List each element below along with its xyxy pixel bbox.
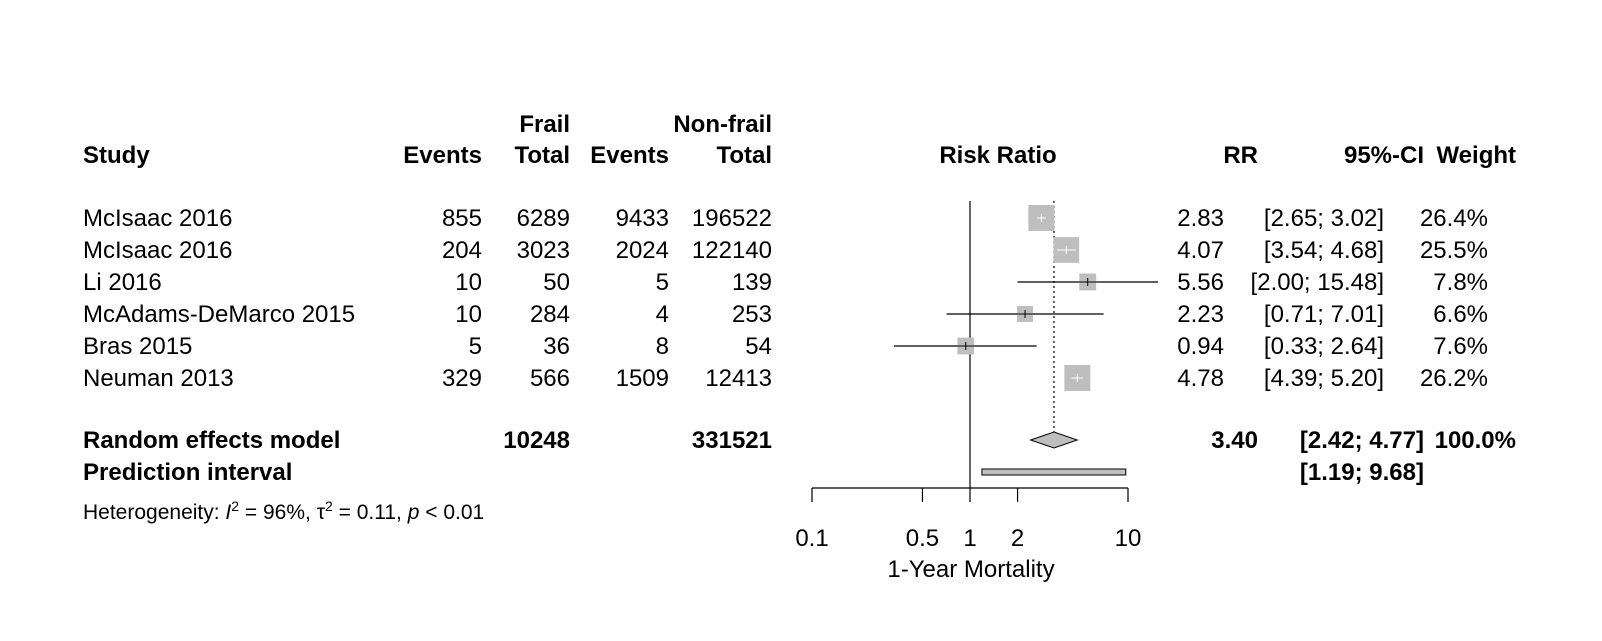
study-rr: 2.83 [1177,205,1224,232]
nonfrail-total: 139 [731,269,772,296]
study-weight: 25.5% [1419,237,1488,264]
frail-events: 204 [441,237,482,264]
pooled-diamond [1029,431,1079,449]
header-study: Study [83,142,150,169]
nonfrail-total: 122140 [691,237,772,264]
nonfrail-events: 9433 [615,205,669,232]
header-events-nonfrail: Events [590,142,669,169]
frail-total: 3023 [516,237,570,264]
study-weight: 26.4% [1419,205,1488,232]
frail-total: 284 [529,301,570,328]
heterogeneity-text: Heterogeneity: I2 = 96%, τ2 = 0.11, p < … [83,498,485,524]
study-ci: [2.00; 15.48] [1250,269,1384,296]
nonfrail-total: 196522 [691,205,772,232]
study-name: Li 2016 [83,269,162,296]
x-tick-label: 0.1 [795,525,828,552]
study-ci: [2.65; 3.02] [1263,205,1384,232]
study-name: McIsaac 2016 [83,237,233,264]
header-ci: 95%-CI [1343,142,1424,169]
header-events-frail: Events [403,142,482,169]
study-weight: 7.8% [1433,269,1488,296]
nonfrail-total: 253 [731,301,772,328]
prediction-interval-bar [981,468,1127,476]
study-name: McAdams-DeMarco 2015 [83,301,356,328]
pooled-weight: 100.0% [1434,427,1516,454]
frail-total: 566 [529,365,570,392]
pooled-ci: [2.42; 4.77] [1299,427,1424,454]
x-tick-label: 2 [1011,525,1024,552]
pooled-label: Random effects model [83,427,341,454]
pooled-rr: 3.40 [1211,427,1258,454]
study-name: Bras 2015 [83,333,193,360]
study-weight: 7.6% [1433,333,1488,360]
study-rr: 4.07 [1177,237,1224,264]
x-tick-label: 10 [1115,525,1142,552]
frail-events: 10 [455,269,482,296]
frail-events: 855 [441,205,482,232]
study-name: McIsaac 2016 [83,205,233,232]
study-ci: [4.39; 5.20] [1263,365,1384,392]
header-weight: Weight [1436,142,1516,169]
header-rr: RR [1223,142,1258,169]
nonfrail-events: 5 [655,269,669,296]
header-total-frail: Total [514,142,570,169]
frail-total: 50 [543,269,570,296]
frail-events: 10 [455,301,482,328]
x-tick-label: 1 [963,525,976,552]
study-weight: 6.6% [1433,301,1488,328]
prediction-label: Prediction interval [83,459,293,486]
nonfrail-events: 8 [655,333,669,360]
pooled-total-nonfrail: 331521 [691,427,772,454]
study-rr: 4.78 [1177,365,1224,392]
header-risk-ratio: Risk Ratio [939,142,1057,169]
header-non-frail: Non-frail [673,111,772,138]
study-ci: [0.33; 2.64] [1263,333,1384,360]
study-ci: [3.54; 4.68] [1263,237,1384,264]
study-rr: 0.94 [1177,333,1224,360]
x-tick-label: 0.5 [906,525,939,552]
frail-total: 36 [543,333,570,360]
nonfrail-events: 4 [655,301,669,328]
header-frail: Frail [519,111,570,138]
study-ci: [0.71; 7.01] [1263,301,1384,328]
x-axis-label: 1-Year Mortality [887,556,1055,583]
prediction-ci: [1.19; 9.68] [1299,459,1424,486]
nonfrail-events: 2024 [615,237,669,264]
pooled-total-frail: 10248 [503,427,570,454]
study-weight: 26.2% [1419,365,1488,392]
study-rr: 2.23 [1177,301,1224,328]
frail-total: 6289 [516,205,570,232]
frail-events: 5 [468,333,482,360]
study-rr: 5.56 [1177,269,1224,296]
nonfrail-events: 1509 [615,365,669,392]
study-name: Neuman 2013 [83,365,234,392]
header-total-nonfrail: Total [716,142,772,169]
nonfrail-total: 12413 [705,365,772,392]
frail-events: 329 [441,365,482,392]
nonfrail-total: 54 [745,333,772,360]
